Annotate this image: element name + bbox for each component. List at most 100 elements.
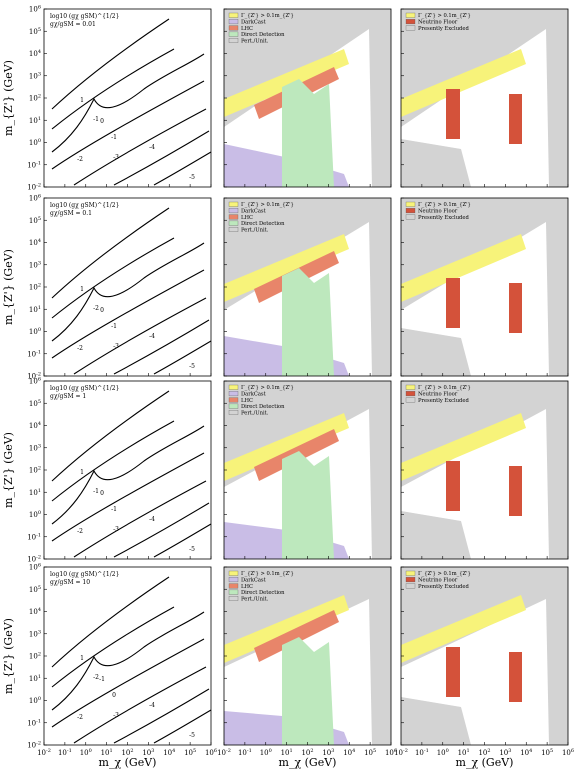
y-tick-label: 10-2 <box>27 372 41 381</box>
x-tick-label: 100 <box>437 748 449 757</box>
legend-swatch <box>405 19 416 25</box>
y-axis-label: m_{Z'} (GeV) <box>2 618 15 694</box>
contour-label: -3 <box>113 526 119 533</box>
contour-label: -2 <box>93 674 99 681</box>
contour-line <box>51 420 175 502</box>
legend-label: Γ_{Z'} > 0.1m_{Z'} <box>241 13 294 19</box>
y-tick-label: 100 <box>29 696 41 705</box>
width-band <box>401 413 526 481</box>
y-axis-label: m_{Z'} (GeV) <box>2 60 15 136</box>
contour-background <box>44 9 211 187</box>
legend-swatch <box>405 577 416 583</box>
panel-r4-c1: 1 -1 0 -2 -2 -3 -4 -5 log10 (gχ gSM)^{1/2}gχ/gSM… <box>27 563 217 758</box>
y-tick-label: 105 <box>29 216 41 225</box>
contour-label: 1 <box>80 97 84 104</box>
contour-line <box>153 340 212 375</box>
contour-line <box>51 606 175 688</box>
contour-label: 0 <box>100 490 104 497</box>
perturbativity-strip <box>372 9 391 187</box>
width-band <box>224 234 349 302</box>
legend-swatch <box>228 19 239 25</box>
legend-swatch <box>228 31 239 37</box>
contour-label: -1 <box>93 488 99 495</box>
direct-detection-region <box>282 451 334 559</box>
x-tick-label: 10-1 <box>238 748 252 757</box>
perturbativity-strip <box>372 198 391 376</box>
contour-label: -1 <box>93 116 99 123</box>
legend-label: Direct Detection <box>241 590 285 596</box>
contour-line <box>51 80 205 170</box>
legend-swatch <box>405 583 416 589</box>
contour-background <box>44 567 211 745</box>
y-tick-label: 100 <box>29 510 41 519</box>
y-tick-label: 10-1 <box>27 160 41 169</box>
contour-line <box>113 502 210 558</box>
x-tick-label: 10-2 <box>394 748 408 757</box>
contour-label: 1 <box>80 469 84 476</box>
panel-r2-c3: Γ_{Z'} > 0.1m_{Z'}Neutrino FloorPresentl… <box>400 197 569 377</box>
contour-label: -4 <box>149 702 155 709</box>
x-tick-label: 100 <box>80 748 92 757</box>
y-tick-label: 104 <box>29 238 41 247</box>
width-band <box>401 49 526 117</box>
legend-label: DarkCast <box>241 20 267 26</box>
contour-label: 0 <box>100 307 104 314</box>
y-tick-label: 102 <box>29 652 41 661</box>
legend-label: LHC <box>241 398 253 404</box>
ratio-annotation: gχ/gSM = 0.01 <box>50 21 96 28</box>
y-tick-label: 106 <box>29 563 41 572</box>
y-tick-label: 103 <box>29 629 41 638</box>
perturbativity-strip <box>372 381 391 559</box>
legend-swatch <box>228 214 239 220</box>
x-tick-label: 104 <box>163 748 175 757</box>
y-tick-label: 103 <box>29 71 41 80</box>
y-tick-label: 10-2 <box>27 555 41 564</box>
legend-label: Γ_{Z'} > 0.1m_{Z'} <box>418 13 471 19</box>
y-axis-label: m_{Z'} (GeV) <box>2 249 15 325</box>
y-tick-label: 105 <box>29 399 41 408</box>
legend-label: Direct Detection <box>241 221 285 227</box>
neutrino-floor-region <box>509 94 522 144</box>
contour-line <box>113 319 210 375</box>
legend-label: Direct Detection <box>241 32 285 38</box>
legend-swatch <box>228 397 239 403</box>
x-tick-label: 105 <box>364 748 376 757</box>
x-tick-label: 104 <box>343 748 355 757</box>
neutrino-floor-region <box>509 466 522 516</box>
contour-line <box>51 53 205 153</box>
legend-label: Direct Detection <box>241 404 285 410</box>
legend-label: Γ_{Z'} > 0.1m_{Z'} <box>241 571 294 577</box>
legend-label: Γ_{Z'} > 0.1m_{Z'} <box>418 385 471 391</box>
x-tick-label: 103 <box>142 748 154 757</box>
direct-detection-region <box>282 79 334 187</box>
contour-label: 0 <box>112 692 116 699</box>
x-tick-label: 105 <box>184 748 196 757</box>
contour-line <box>51 452 205 542</box>
x-tick-label: 101 <box>101 748 113 757</box>
neutrino-floor-region <box>446 278 460 328</box>
contour-label: -1 <box>111 506 117 513</box>
coupling-annotation: log10 (gχ gSM)^{1/2} <box>50 13 120 20</box>
present-exclusion <box>401 328 471 376</box>
legend-label: Neutrino Floor <box>418 209 458 215</box>
y-tick-label: 106 <box>29 377 41 386</box>
legend-swatch <box>405 201 416 207</box>
y-tick-label: 10-2 <box>27 741 41 750</box>
x-tick-label: 10-2 <box>37 748 51 757</box>
x-tick-label: 100 <box>260 748 272 757</box>
contour-label: 1 <box>80 286 84 293</box>
x-tick-label: 101 <box>281 748 293 757</box>
contour-line <box>73 666 207 744</box>
legend-label: Neutrino Floor <box>418 578 458 584</box>
x-tick-label: 103 <box>499 748 511 757</box>
contour-line <box>51 269 205 359</box>
legend-swatch <box>228 410 239 415</box>
direct-detection-region <box>282 637 334 745</box>
y-tick-label: 101 <box>29 674 41 683</box>
legend-label: Neutrino Floor <box>418 392 458 398</box>
x-tick-label: 104 <box>520 748 532 757</box>
legend-label: Γ_{Z'} > 0.1m_{Z'} <box>418 202 471 208</box>
legend-swatch <box>228 589 239 595</box>
